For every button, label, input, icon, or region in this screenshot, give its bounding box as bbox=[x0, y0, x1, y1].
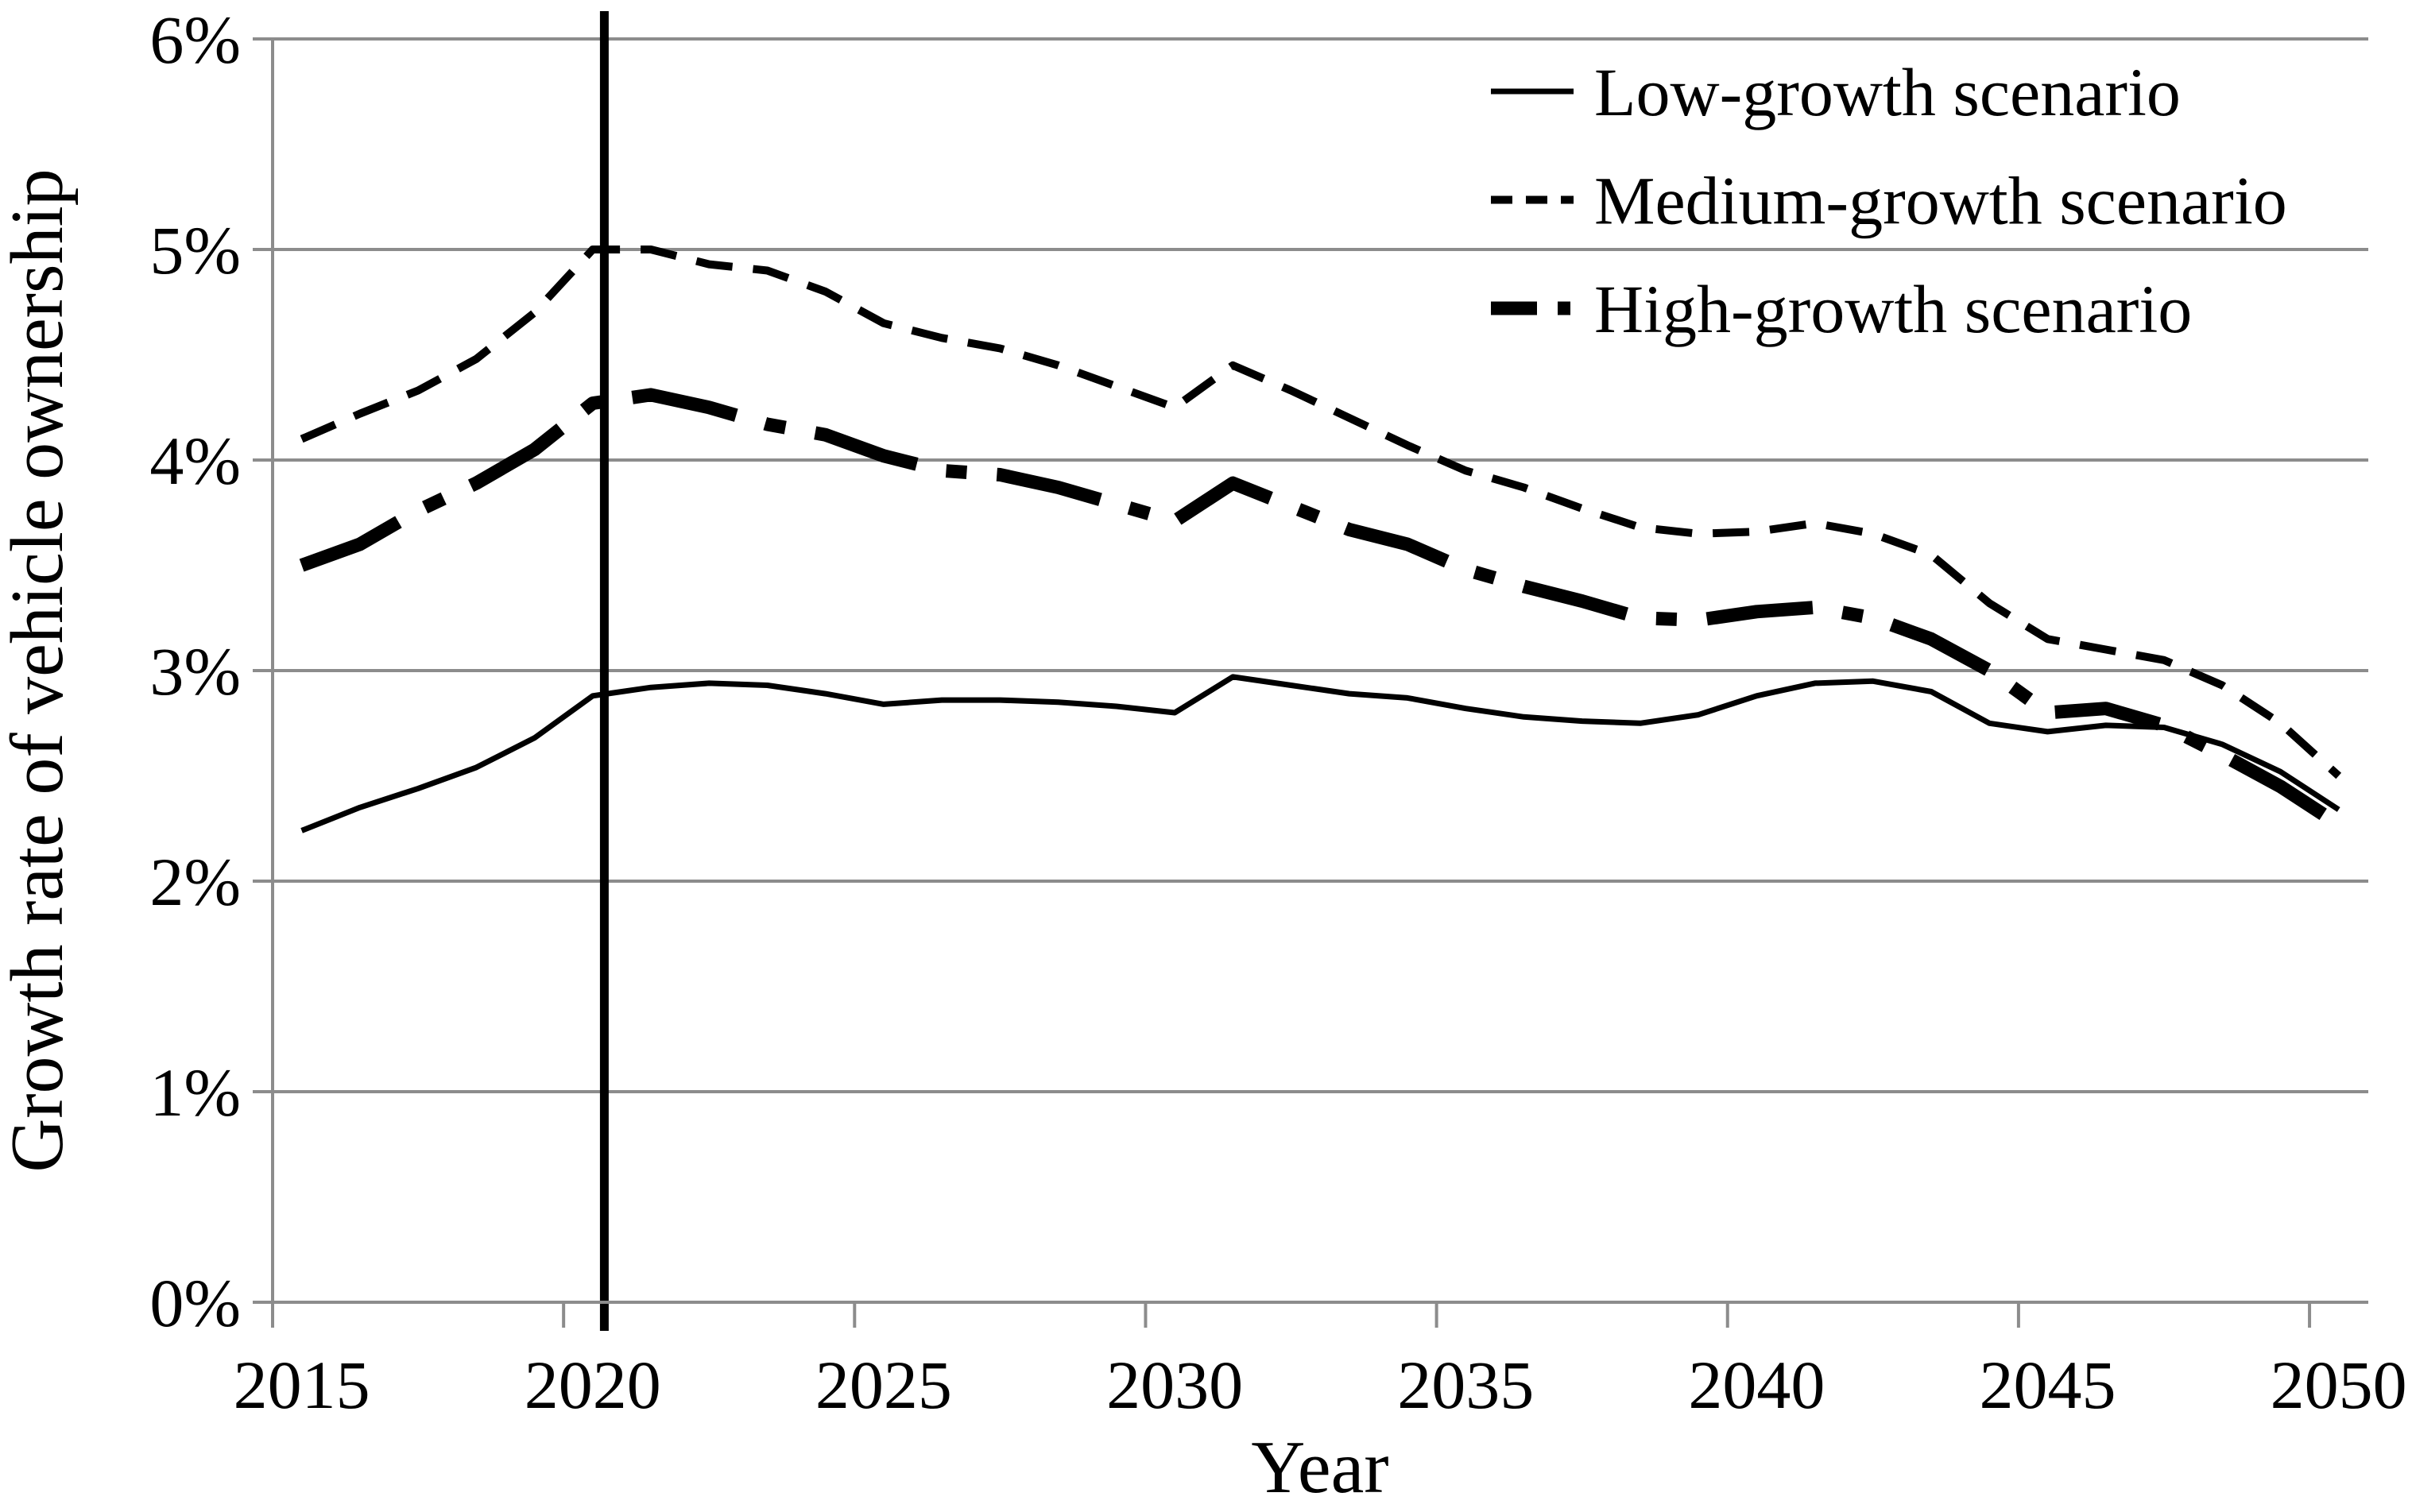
legend-label: High-growth scenario bbox=[1594, 271, 2192, 347]
legend-item-medium-growth-scenario: Medium-growth scenario bbox=[1491, 163, 2287, 239]
x-tick-label: 2025 bbox=[815, 1347, 952, 1423]
x-tick-label: 2035 bbox=[1397, 1347, 1534, 1423]
legend-item-low-growth-scenario: Low-growth scenario bbox=[1491, 54, 2181, 130]
y-tick-label: 3% bbox=[149, 633, 241, 710]
x-tick-label: 2040 bbox=[1688, 1347, 1825, 1423]
x-axis-title: Year bbox=[1251, 1426, 1388, 1509]
x-tick-label: 2020 bbox=[525, 1347, 661, 1423]
y-tick-label: 5% bbox=[149, 212, 241, 288]
series-line-medium-growth-scenario bbox=[300, 246, 2342, 779]
x-tick-label: 2015 bbox=[234, 1347, 370, 1423]
series-line-high-growth-scenario bbox=[299, 388, 2343, 830]
legend: Low-growth scenario Medium-growth scenari… bbox=[1491, 54, 2287, 347]
x-tick-label: 2030 bbox=[1106, 1347, 1243, 1423]
legend-label: Medium-growth scenario bbox=[1594, 163, 2287, 239]
series-line-low-growth-scenario bbox=[300, 674, 2340, 833]
axes bbox=[253, 37, 2368, 1328]
x-tick-label: 2050 bbox=[2271, 1347, 2407, 1423]
legend-item-high-growth-scenario: High-growth scenario bbox=[1491, 271, 2192, 347]
y-tick-label: 6% bbox=[149, 2, 241, 78]
y-tick-label: 4% bbox=[149, 423, 241, 499]
y-tick-label: 0% bbox=[149, 1265, 241, 1341]
data-series bbox=[299, 246, 2343, 833]
y-axis-title: Growth rate of vehicle ownership bbox=[0, 168, 79, 1172]
y-tick-label: 1% bbox=[149, 1054, 241, 1131]
y-tick-label: 2% bbox=[149, 844, 241, 920]
tick-labels: 0% 1% 2% 3% 4% 5% 6% 2015 2020 2025 2030 2035 2040 20… bbox=[149, 2, 2406, 1423]
x-tick-label: 2045 bbox=[1980, 1347, 2116, 1423]
legend-label: Low-growth scenario bbox=[1594, 54, 2181, 130]
